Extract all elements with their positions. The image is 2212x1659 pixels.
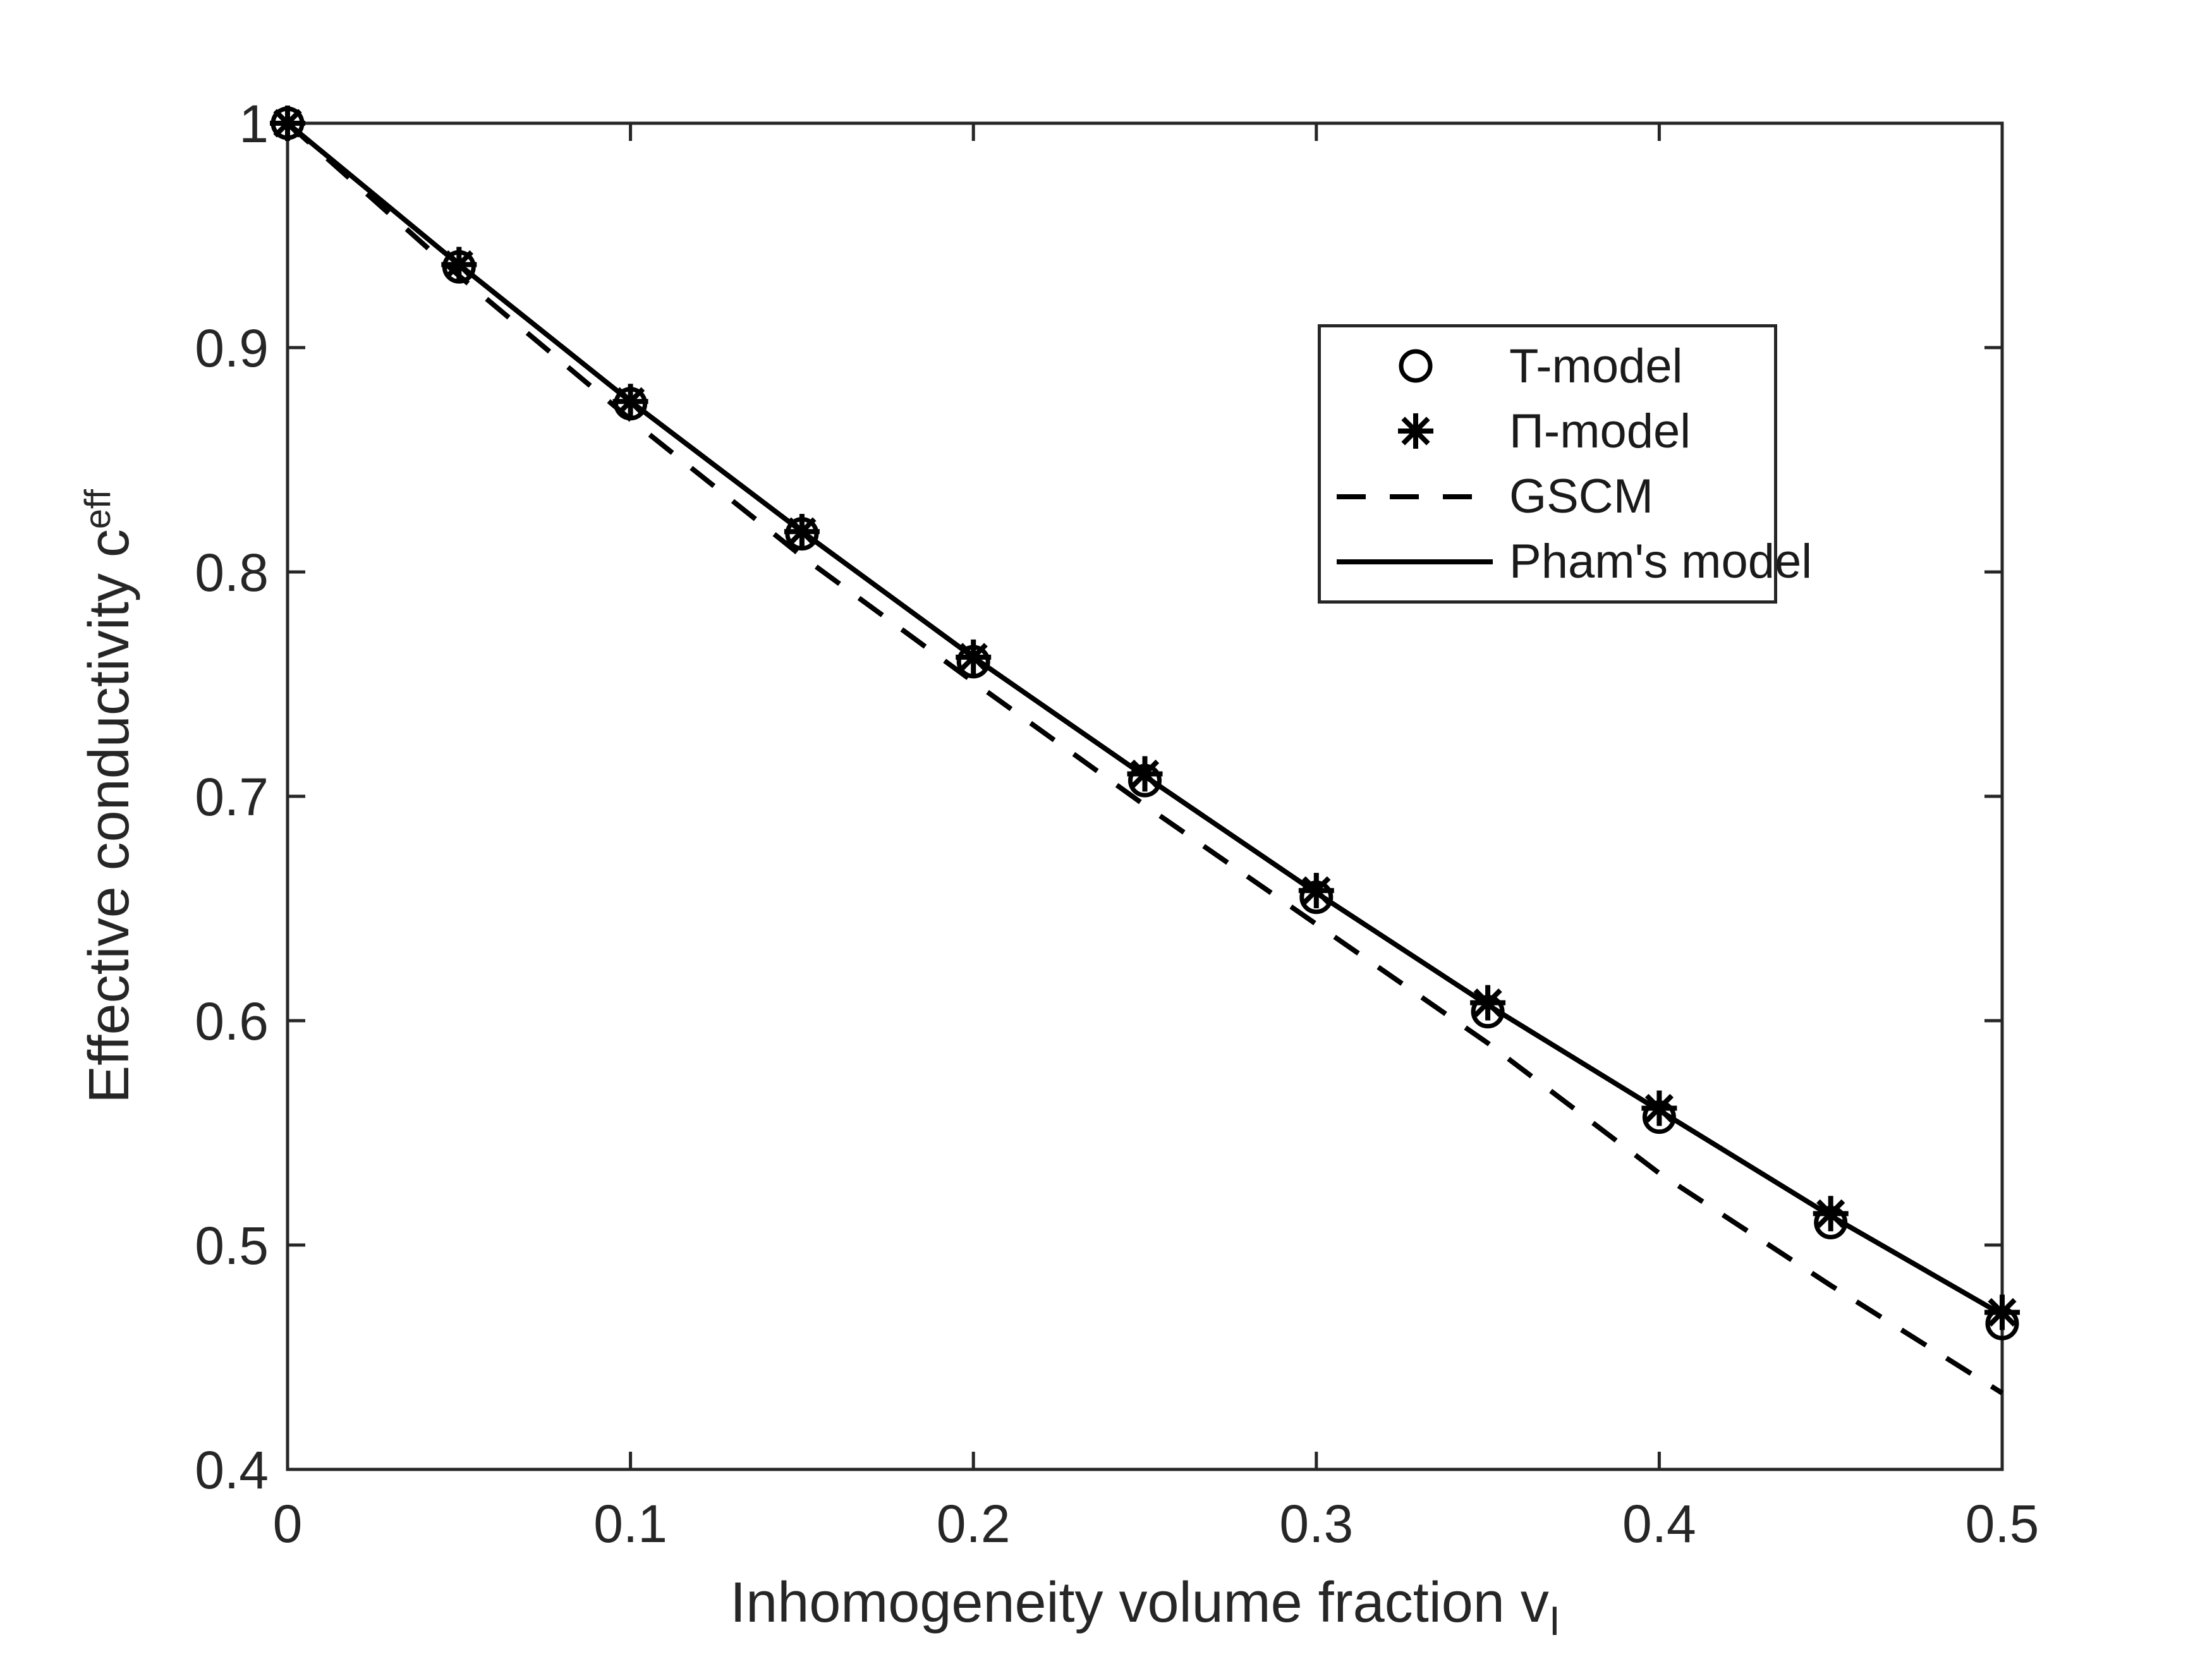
x-tick-label: 0.2 [937,1494,1011,1553]
legend-label: Pham's model [1509,535,1813,589]
asterisk-spoke [787,517,817,546]
x-tick-label: 0.1 [593,1494,667,1553]
x-tick-label: 0.4 [1622,1494,1696,1553]
y-axis-label-superscript: eff [78,489,119,530]
asterisk-spoke [1401,416,1430,446]
plot-box [286,121,2004,1471]
asterisk-spoke [1302,876,1331,905]
y-axis-label: Effective conductivity ceff [77,101,147,1492]
asterisk-spoke [1644,1093,1674,1123]
y-axis-label-text: Effective conductivity c [78,529,141,1103]
y-tick-label: 0.5 [195,1216,269,1275]
gscm-curve [286,121,2004,1395]
x-tick-label: 0 [273,1494,303,1553]
y-tick-label: 0.4 [195,1440,269,1500]
legend-item-gscm: GSCM [1321,465,1774,528]
y-tick-label: 1 [239,94,269,154]
x-tick-labels: 0 0.1 0.2 0.3 0.4 0.5 [273,1494,2039,1553]
circle-marker [1399,349,1433,383]
y-tick-label: 0.8 [195,543,269,602]
asterisk-spoke [1473,988,1502,1018]
legend-marker-line-dashed [1337,494,1493,499]
y-tick-label: 0.7 [195,767,269,827]
x-axis-label-subscript: I [1548,1597,1560,1644]
asterisk-spoke [1130,759,1160,789]
legend-item-pham-s-model: Pham's model [1321,530,1812,593]
x-axis-label: Inhomogeneity volume fraction vI [513,1571,1777,1644]
legend-label: Π-model [1509,404,1691,458]
asterisk-spoke [444,250,473,279]
asterisk-spoke [959,643,988,672]
y-tick-labels: 0.4 0.5 0.6 0.7 0.8 0.9 1 [195,94,269,1500]
pham-curve [286,121,2003,1317]
legend: T-model Π-model GSCM Pham's model [1318,324,1812,604]
asterisk-spoke [273,109,302,138]
legend-marker-line-solid [1337,559,1493,564]
legend-marker-asterisk [1398,413,1433,449]
asterisk-spoke [1988,1297,2017,1327]
legend-label: GSCM [1509,470,1653,524]
legend-marker-circle [1399,349,1433,383]
x-tick-label: 0.3 [1279,1494,1353,1553]
x-axis-label-text: Inhomogeneity volume fraction v [730,1571,1549,1634]
pi-model-markers [270,106,2020,1330]
y-tick-label: 0.6 [195,992,269,1051]
asterisk-spoke [1816,1199,1845,1228]
t-model-markers [270,106,2019,1340]
asterisk-spoke [616,387,645,416]
x-tick-label: 0.5 [1966,1494,2039,1553]
legend-item--model: Π-model [1321,399,1774,463]
legend-label: T-model [1509,339,1683,393]
legend-item-t-model: T-model [1321,334,1774,398]
y-tick-label: 0.9 [195,319,269,378]
